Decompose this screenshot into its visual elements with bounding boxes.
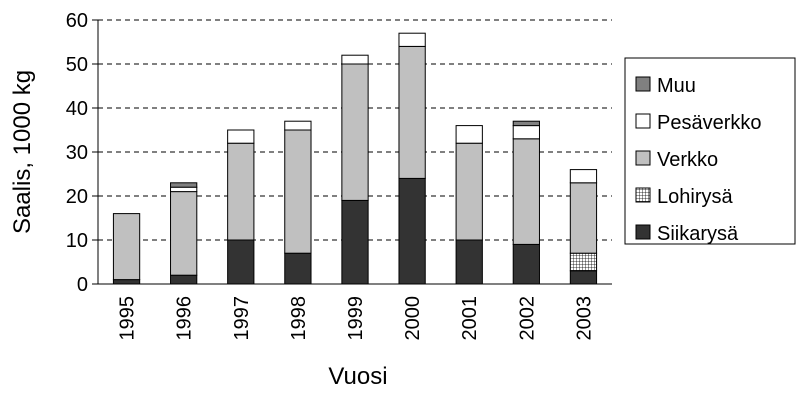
x-tick-label: 1997 bbox=[231, 296, 253, 341]
y-tick-labels: 0 10 20 30 40 50 60 bbox=[66, 10, 88, 296]
bar-segment-1998-Pesäverkko bbox=[284, 120, 312, 131]
x-tick-label: 2000 bbox=[402, 296, 424, 341]
x-tick-label: 1996 bbox=[174, 296, 196, 341]
x-tick-label: 1998 bbox=[288, 296, 310, 341]
legend-label-Lohirysä: Lohirysä bbox=[657, 186, 733, 208]
y-axis-label: Saalis, 1000 kg bbox=[9, 70, 36, 234]
bar-segment-2003-Verkko bbox=[569, 182, 598, 254]
bar-segment-1999-Pesäverkko bbox=[341, 54, 369, 65]
bar-segment-1997-Verkko bbox=[227, 142, 255, 241]
legend: Muu Pesäverkko Verkko Lohirysä Siikarysä bbox=[624, 57, 796, 245]
bar-segment-2001-Siikarysä bbox=[455, 239, 483, 285]
bars bbox=[112, 32, 598, 285]
x-tick-label: 1999 bbox=[345, 296, 367, 341]
bar-segment-2002-Siikarysä bbox=[512, 243, 540, 285]
bar-segment-2003-Lohirysä bbox=[569, 252, 598, 272]
axes bbox=[92, 19, 612, 285]
x-tick-label: 2002 bbox=[516, 296, 538, 341]
bar-segment-1999-Siikarysä bbox=[341, 199, 369, 285]
legend-label-Siikarysä: Siikarysä bbox=[657, 223, 739, 245]
y-tick-label: 60 bbox=[66, 10, 88, 32]
bar-segment-1998-Siikarysä bbox=[284, 252, 312, 285]
bar-segment-2000-Siikarysä bbox=[398, 177, 426, 285]
legend-swatch-Siikarysä bbox=[635, 224, 651, 240]
legend-swatch-Lohirysä bbox=[635, 187, 651, 203]
legend-label-Verkko: Verkko bbox=[657, 149, 718, 171]
x-axis-label: Vuosi bbox=[328, 363, 387, 390]
bar-segment-1999-Verkko bbox=[341, 63, 369, 201]
bar-segment-2003-Pesäverkko bbox=[569, 169, 598, 184]
legend-swatch-Verkko bbox=[635, 150, 651, 166]
x-tick-label: 1995 bbox=[117, 296, 139, 341]
bar-segment-1996-Siikarysä bbox=[170, 274, 198, 285]
bar-segment-2001-Verkko bbox=[455, 142, 483, 241]
bar-segment-1995-Verkko bbox=[112, 213, 141, 281]
bar-segment-2000-Verkko bbox=[398, 45, 426, 179]
legend-label-Pesäverkko: Pesäverkko bbox=[657, 112, 762, 134]
bar-segment-1995-Siikarysä bbox=[112, 279, 141, 285]
y-tick-label: 50 bbox=[66, 54, 88, 76]
bar-segment-2001-Pesäverkko bbox=[455, 125, 483, 144]
bar-segment-2002-Verkko bbox=[512, 138, 540, 245]
y-tick-label: 10 bbox=[66, 230, 88, 252]
bar-segment-1998-Verkko bbox=[284, 129, 312, 254]
bar-segment-2003-Siikarysä bbox=[569, 270, 598, 285]
bar-segment-2000-Pesäverkko bbox=[398, 32, 426, 47]
bar-segment-2002-Muu bbox=[512, 120, 540, 127]
y-tick-label: 40 bbox=[66, 98, 88, 120]
bar-segment-1996-Muu bbox=[170, 182, 198, 188]
y-tick-label: 20 bbox=[66, 186, 88, 208]
x-tick-label: 2001 bbox=[459, 296, 481, 341]
y-tick-label: 0 bbox=[77, 274, 88, 296]
legend-label-Muu: Muu bbox=[657, 75, 696, 97]
bar-segment-1996-Verkko bbox=[170, 191, 198, 276]
legend-frame bbox=[624, 57, 796, 245]
bar-segment-2002-Pesäverkko bbox=[512, 125, 540, 140]
bar-segment-1996-Pesäverkko bbox=[170, 186, 198, 193]
x-tick-label: 2003 bbox=[573, 296, 595, 341]
legend-swatch-Muu bbox=[635, 76, 651, 92]
legend-swatch-Pesäverkko bbox=[635, 113, 651, 129]
y-tick-label: 30 bbox=[66, 142, 88, 164]
bar-segment-1997-Siikarysä bbox=[227, 239, 255, 285]
x-tick-labels: 1995 1996 1997 1998 1999 2000 2001 2002 2003 bbox=[117, 296, 596, 341]
bar-segment-1997-Pesäverkko bbox=[227, 129, 255, 144]
